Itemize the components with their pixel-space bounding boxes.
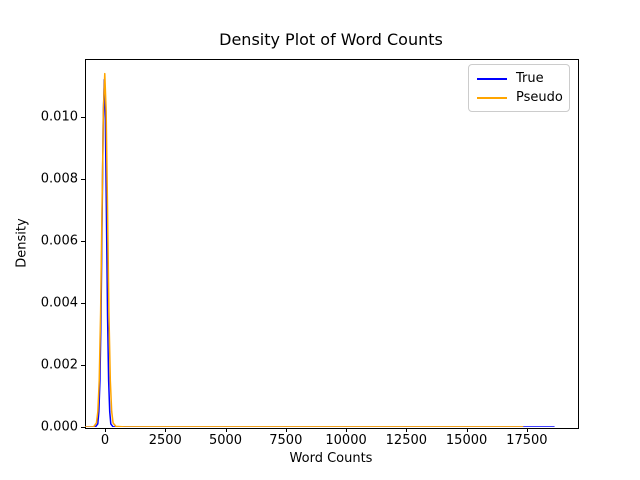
y-tick-mark (81, 427, 85, 428)
legend-line-sample-true (477, 77, 507, 80)
y-tick-mark (81, 240, 85, 242)
x-tick-label: 17500 (506, 433, 548, 448)
x-tick-mark (466, 428, 468, 432)
x-tick-label: 2500 (148, 433, 182, 448)
legend-item-pseudo: Pseudo (469, 90, 569, 105)
legend: True Pseudo (468, 64, 570, 112)
y-tick-mark (81, 364, 85, 366)
y-axis-label: Density (14, 218, 30, 268)
density-curves-svg (85, 72, 555, 427)
y-tick-mark (81, 178, 85, 180)
y-tick-label: 0.010 (40, 109, 78, 125)
x-tick-label: 12500 (385, 433, 428, 448)
x-tick-mark (105, 428, 106, 432)
x-tick-label: 15000 (445, 433, 488, 448)
legend-label: True (516, 71, 544, 86)
y-tick-label: 0.008 (40, 171, 78, 187)
y-tick-label: 0.000 (40, 419, 78, 435)
density-curve-pseudo (85, 72, 524, 427)
y-tick-label: 0.004 (40, 295, 78, 311)
x-tick-label: 0 (100, 433, 110, 448)
y-tick-mark (81, 302, 85, 304)
x-tick-label: 10000 (325, 433, 367, 448)
density-curve-true (85, 79, 555, 427)
x-tick-mark (406, 428, 408, 432)
x-tick-label: 5000 (208, 433, 243, 448)
legend-label: Pseudo (516, 90, 563, 105)
y-tick-label: 0.002 (40, 357, 78, 373)
x-tick-mark (225, 428, 227, 432)
y-tick-label: 0.006 (40, 233, 78, 249)
plot-title: Density Plot of Word Counts (219, 30, 443, 49)
x-tick-label: 7500 (269, 433, 303, 448)
x-tick-mark (165, 428, 167, 432)
x-tick-mark (346, 428, 348, 432)
y-tick-mark (81, 116, 85, 118)
x-tick-mark (526, 428, 528, 432)
x-tick-mark (285, 428, 287, 432)
legend-line-sample-pseudo (477, 96, 507, 99)
legend-item-true: True (469, 71, 569, 86)
x-axis-label: Word Counts (289, 451, 373, 466)
axes-frame (85, 59, 579, 429)
